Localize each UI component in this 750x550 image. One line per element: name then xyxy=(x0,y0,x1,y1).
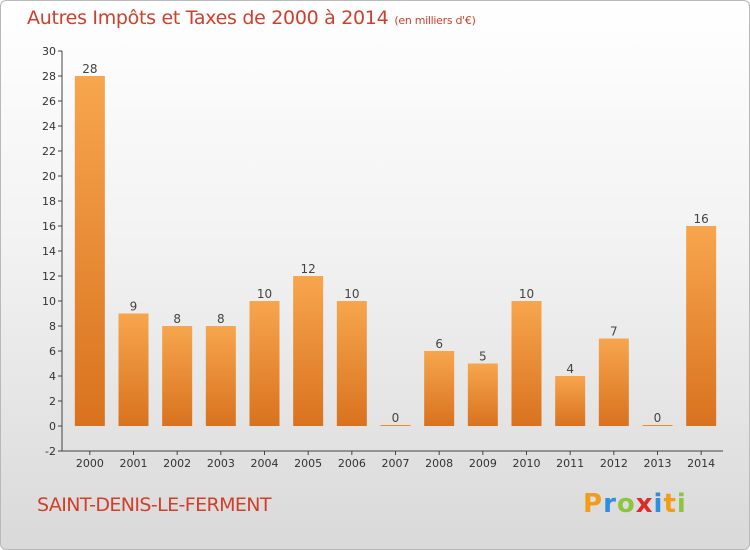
logo-letter: x xyxy=(635,489,654,519)
bar-2005 xyxy=(293,276,324,426)
logo-letter: r xyxy=(603,489,617,519)
y-tick-label: 26 xyxy=(42,95,56,108)
bar-2004 xyxy=(249,301,280,426)
proxiti-logo: Proxiti xyxy=(583,489,687,519)
y-tick-label: -2 xyxy=(45,445,56,458)
logo-letter: o xyxy=(616,489,636,519)
logo-letter: t xyxy=(663,489,677,519)
data-label-2007: 0 xyxy=(392,411,400,425)
x-tick-label-2008: 2008 xyxy=(425,457,453,470)
x-tick-label-2009: 2009 xyxy=(469,457,497,470)
y-tick-label: 22 xyxy=(42,145,56,158)
bar-2011 xyxy=(555,376,586,426)
y-tick-label: 30 xyxy=(42,45,56,58)
bar-2009 xyxy=(467,363,498,426)
data-label-2004: 10 xyxy=(257,287,272,301)
x-tick-label-2007: 2007 xyxy=(382,457,410,470)
title-main: Autres Impôts et Taxes de 2000 à 2014 xyxy=(27,7,389,29)
bar-2001 xyxy=(118,313,149,426)
data-label-2012: 7 xyxy=(610,325,618,339)
x-tick-label-2011: 2011 xyxy=(556,457,584,470)
x-tick-label-2000: 2000 xyxy=(76,457,104,470)
data-label-2013: 0 xyxy=(654,411,662,425)
x-tick-label-2005: 2005 xyxy=(294,457,322,470)
bar-2000 xyxy=(74,76,105,426)
y-tick-label: 20 xyxy=(42,170,56,183)
data-label-2009: 5 xyxy=(479,350,487,364)
bar-2010 xyxy=(511,301,542,426)
bar-2007 xyxy=(380,425,411,426)
bar-2002 xyxy=(162,326,193,426)
data-label-2008: 6 xyxy=(435,337,443,351)
commune-name: SAINT-DENIS-LE-FERMENT xyxy=(37,494,272,516)
x-tick-label-2001: 2001 xyxy=(120,457,148,470)
bar-2013 xyxy=(642,425,673,426)
y-tick-label: 4 xyxy=(49,370,56,383)
y-tick-label: 0 xyxy=(49,420,56,433)
logo-letter: P xyxy=(583,489,604,519)
bar-2008 xyxy=(424,351,455,426)
y-tick-label: 28 xyxy=(42,70,56,83)
x-tick-label-2003: 2003 xyxy=(207,457,235,470)
data-label-2006: 10 xyxy=(344,287,359,301)
x-tick-label-2002: 2002 xyxy=(163,457,191,470)
y-tick-label: 6 xyxy=(49,345,56,358)
bars: 28 9 8 8 10 12 10 0 6 5 10 4 7 0 16 xyxy=(74,62,717,426)
chart-title: Autres Impôts et Taxes de 2000 à 2014 (en… xyxy=(27,7,476,29)
x-tick-label-2013: 2013 xyxy=(644,457,672,470)
x-tick-label-2006: 2006 xyxy=(338,457,366,470)
data-label-2010: 10 xyxy=(519,287,534,301)
bar-2012 xyxy=(598,338,629,426)
logo-letter: i xyxy=(676,489,687,519)
logo-letter: i xyxy=(653,489,664,519)
data-label-2002: 8 xyxy=(173,312,181,326)
title-unit: (en milliers d'€) xyxy=(394,14,476,27)
y-tick-label: 2 xyxy=(49,395,56,408)
y-tick-label: 12 xyxy=(42,270,56,283)
x-tick-label-2004: 2004 xyxy=(251,457,279,470)
bar-2014 xyxy=(686,226,717,426)
bar-2006 xyxy=(336,301,367,426)
x-tick-label-2014: 2014 xyxy=(687,457,715,470)
y-tick-label: 16 xyxy=(42,220,56,233)
data-label-2000: 28 xyxy=(82,62,97,76)
data-label-2011: 4 xyxy=(566,362,574,376)
data-label-2003: 8 xyxy=(217,312,225,326)
y-tick-label: 14 xyxy=(42,245,56,258)
data-label-2005: 12 xyxy=(301,262,316,276)
data-label-2001: 9 xyxy=(130,300,138,314)
x-tick-label-2010: 2010 xyxy=(513,457,541,470)
y-tick-label: 8 xyxy=(49,320,56,333)
y-tick-label: 18 xyxy=(42,195,56,208)
bar-2003 xyxy=(205,326,236,426)
y-tick-label: 10 xyxy=(42,295,56,308)
x-tick-label-2012: 2012 xyxy=(600,457,628,470)
y-tick-label: 24 xyxy=(42,120,56,133)
data-label-2014: 16 xyxy=(694,212,709,226)
